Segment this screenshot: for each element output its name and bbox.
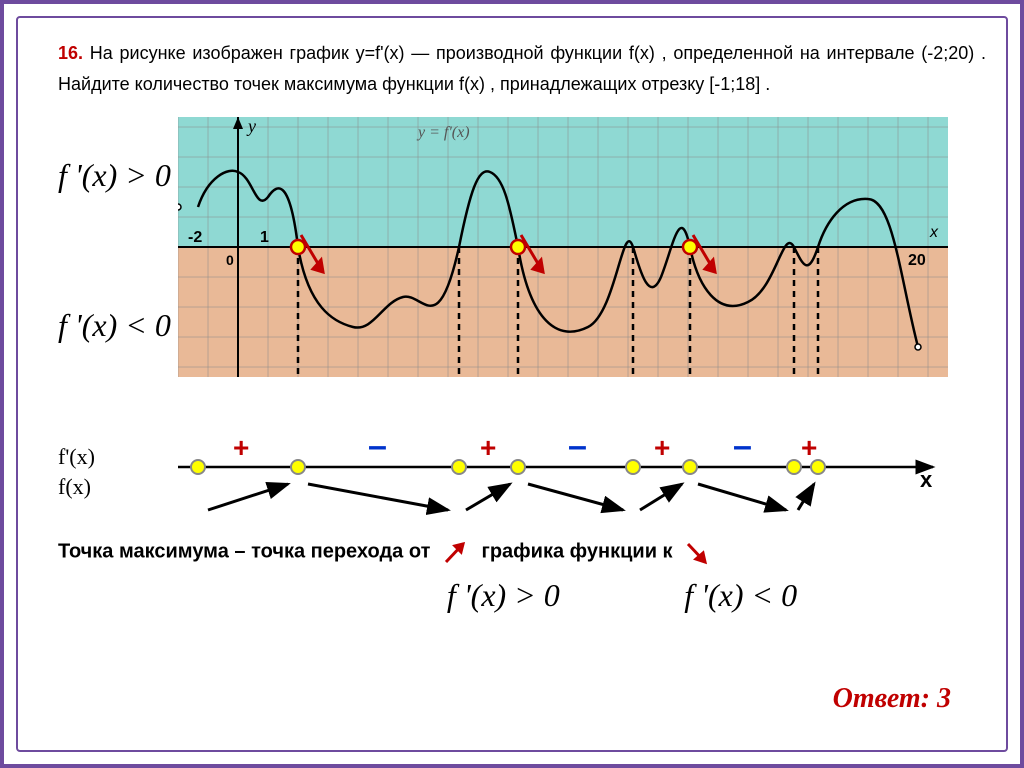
tick-one: 1 [260, 229, 269, 246]
open-point-right [915, 344, 921, 350]
sign-line-container: f'(x) f(x) x + – + – + – + [58, 432, 958, 522]
curve-label: y = f'(x) [416, 124, 470, 141]
svg-text:+: + [480, 432, 496, 463]
sign-line-svg: x + – + – + – + [178, 432, 948, 522]
formula-positive: f '(x) > 0 [447, 577, 560, 614]
tick-twenty: 20 [908, 252, 926, 269]
answer-text: Ответ: 3 [833, 683, 951, 715]
down-arrow-icon [683, 537, 713, 567]
lower-region [178, 247, 948, 377]
inner-frame: 16. На рисунке изображен график y=f'(x) … [16, 16, 1008, 752]
up-arrow-icon [441, 537, 471, 567]
conclusion-before: Точка максимума – точка перехода от [58, 540, 430, 562]
content-area: 16. На рисунке изображен график y=f'(x) … [58, 38, 986, 730]
upper-region [178, 117, 948, 247]
formula-row: f '(x) > 0 f '(x) < 0 [58, 577, 986, 614]
svg-text:–: – [368, 432, 387, 465]
open-point-left [178, 204, 181, 210]
func-row-label: f(x) [58, 474, 91, 500]
behavior-arrows [208, 484, 814, 510]
svg-text:+: + [233, 432, 249, 463]
conclusion-mid: графика функции к [482, 540, 673, 562]
sign-labels: + – + – + – + [233, 432, 817, 465]
svg-text:+: + [654, 432, 670, 463]
derivative-positive-label: f '(x) > 0 [58, 157, 171, 194]
derivative-negative-label: f '(x) < 0 [58, 307, 171, 344]
x-axis-label: x [929, 224, 939, 241]
chart-svg: y y = f'(x) -2 1 0 20 x [178, 117, 948, 377]
tick-zero: 0 [226, 252, 234, 268]
formula-negative: f '(x) < 0 [684, 577, 797, 614]
chart-container: f '(x) > 0 f '(x) < 0 y y = f'(x) -2 1 0… [58, 117, 958, 417]
conclusion-text: Точка максимума – точка перехода от граф… [58, 537, 986, 567]
problem-statement: 16. На рисунке изображен график y=f'(x) … [58, 38, 986, 99]
svg-text:–: – [568, 432, 587, 465]
y-axis-label: y [246, 117, 256, 136]
svg-text:–: – [733, 432, 752, 465]
problem-text: На рисунке изображен график y=f'(x) — пр… [58, 43, 986, 94]
deriv-row-label: f'(x) [58, 444, 95, 470]
problem-number: 16. [58, 43, 83, 63]
outer-frame: 16. На рисунке изображен график y=f'(x) … [0, 0, 1024, 768]
tick-neg2: -2 [188, 229, 202, 246]
x-label: x [920, 467, 933, 492]
svg-text:+: + [801, 432, 817, 463]
